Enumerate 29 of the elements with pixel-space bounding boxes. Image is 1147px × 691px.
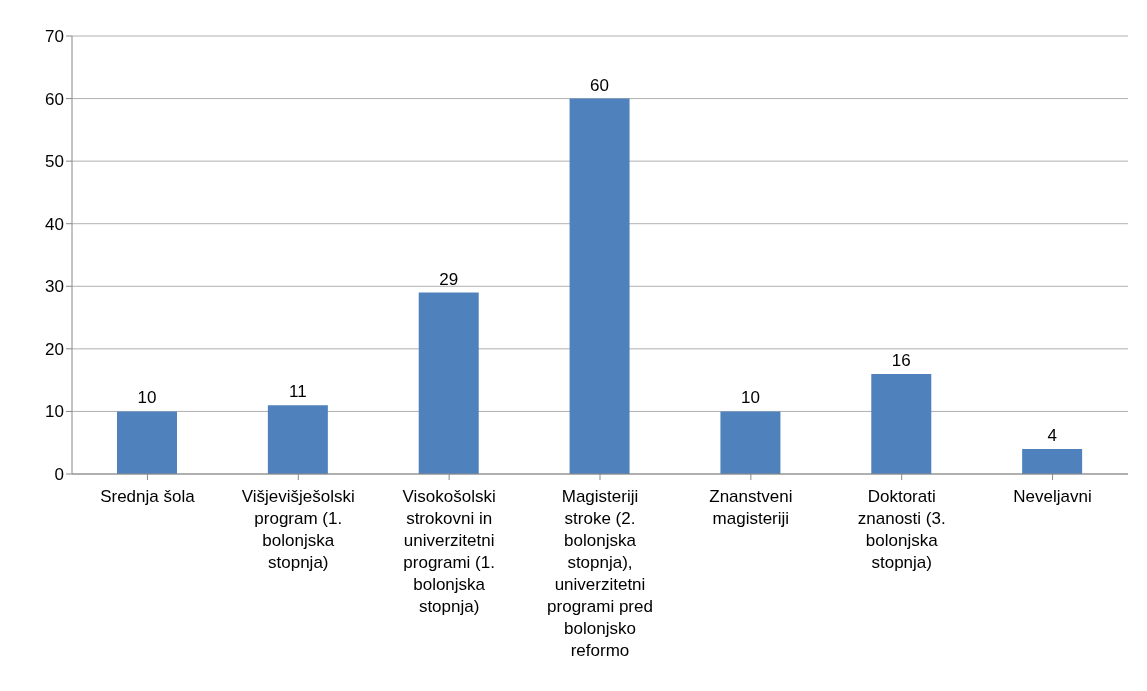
data-label: 10 [740,388,760,408]
y-tick-label: 30 [45,277,64,297]
x-tick-label: Srednja šola [100,487,196,506]
data-label: 4 [1047,425,1057,445]
x-tick-label: Magisteriji stroke (2. bolonjska stopnja), univerzitetni programi pred bolonjsko reformo [547,487,653,660]
y-tick-label: 0 [54,465,64,485]
data-label: 29 [439,269,459,289]
bar [871,373,932,474]
x-tick-label: Znanstveni magisteriji [709,487,793,528]
data-label: 16 [891,350,911,370]
x-tick-label: Visokošolski strokovni in univerzitetni programi (1. bolonjska stopnja) [402,487,496,616]
y-tick-label: 70 [45,27,64,47]
bar [418,292,479,474]
x-tick-label: Doktorati znanosti (3. bolonjska stopnja) [857,487,946,572]
bar [1022,448,1083,474]
y-tick-label: 20 [45,339,64,359]
bar [720,411,781,474]
bar [267,405,328,474]
y-tick-label: 40 [45,214,64,234]
data-label: 10 [137,388,157,408]
y-tick-label: 50 [45,152,64,172]
data-label: 11 [289,382,307,402]
bar [117,411,177,474]
x-tick-label: Neveljavni [1013,487,1092,506]
x-tick-label: Višjevišješolski program (1. bolonjska stopnja) [241,487,355,572]
y-tick-label: 10 [45,402,64,422]
data-label: 60 [590,75,610,95]
y-tick-label: 60 [45,89,64,109]
bar [569,98,630,474]
